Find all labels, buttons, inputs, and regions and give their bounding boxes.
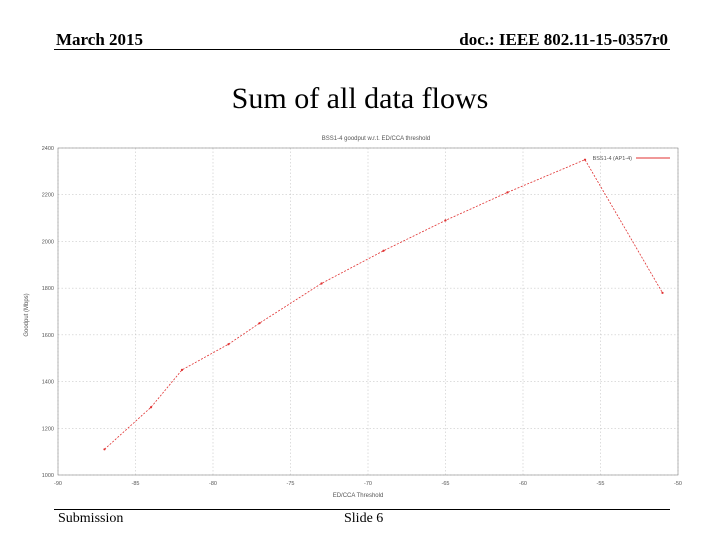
slide-title: Sum of all data flows [231,82,489,115]
y-tick-label: 1600 [42,333,54,339]
x-tick-label: -80 [209,481,217,487]
chart-title: BSS1-4 goodput w.r.t. ED/CCA threshold [322,136,430,142]
data-point [149,406,153,409]
y-tick-label: 1400 [42,380,54,386]
x-tick-label: -60 [519,481,527,487]
x-tick-label: -55 [597,481,605,487]
x-tick-label: -65 [442,481,450,487]
data-point [661,291,664,294]
y-tick-label: 1800 [42,286,54,292]
data-point [583,158,587,161]
goodput-line-chart: BSS1-4 goodput w.r.t. ED/CCA threshold E… [24,136,682,499]
data-point [103,448,106,451]
data-point [258,322,261,325]
data-point [227,343,230,346]
footer-submission: Submission [58,511,124,526]
header-doc-id: doc.: IEEE 802.11-15-0357r0 [459,30,668,49]
x-tick-label: -50 [674,481,682,487]
y-tick-label: 1200 [42,426,54,432]
plot-area-frame [57,147,679,476]
footer-divider [54,509,670,510]
data-point [180,368,184,371]
x-tick-label: -85 [132,481,140,487]
data-point [506,191,509,194]
x-tick-label: -90 [54,481,62,487]
footer-slide-number: Slide 6 [344,511,384,526]
x-tick-label: -70 [364,481,372,487]
legend-label: BSS1-4 (AP1-4) [593,156,633,162]
data-point [320,282,323,285]
data-point [382,249,385,252]
x-tick-label: -75 [287,481,295,487]
y-tick-label: 2000 [42,239,54,245]
header-divider [54,49,670,50]
data-point [444,219,447,222]
y-tick-label: 2200 [42,193,54,199]
y-tick-label: 2400 [42,146,54,152]
series-line [104,159,663,450]
y-axis-label: Goodput (Mbps) [24,293,30,336]
x-axis-label: ED/CCA Threshold [333,493,384,499]
header-date: March 2015 [56,30,144,49]
y-tick-label: 1000 [42,473,54,479]
